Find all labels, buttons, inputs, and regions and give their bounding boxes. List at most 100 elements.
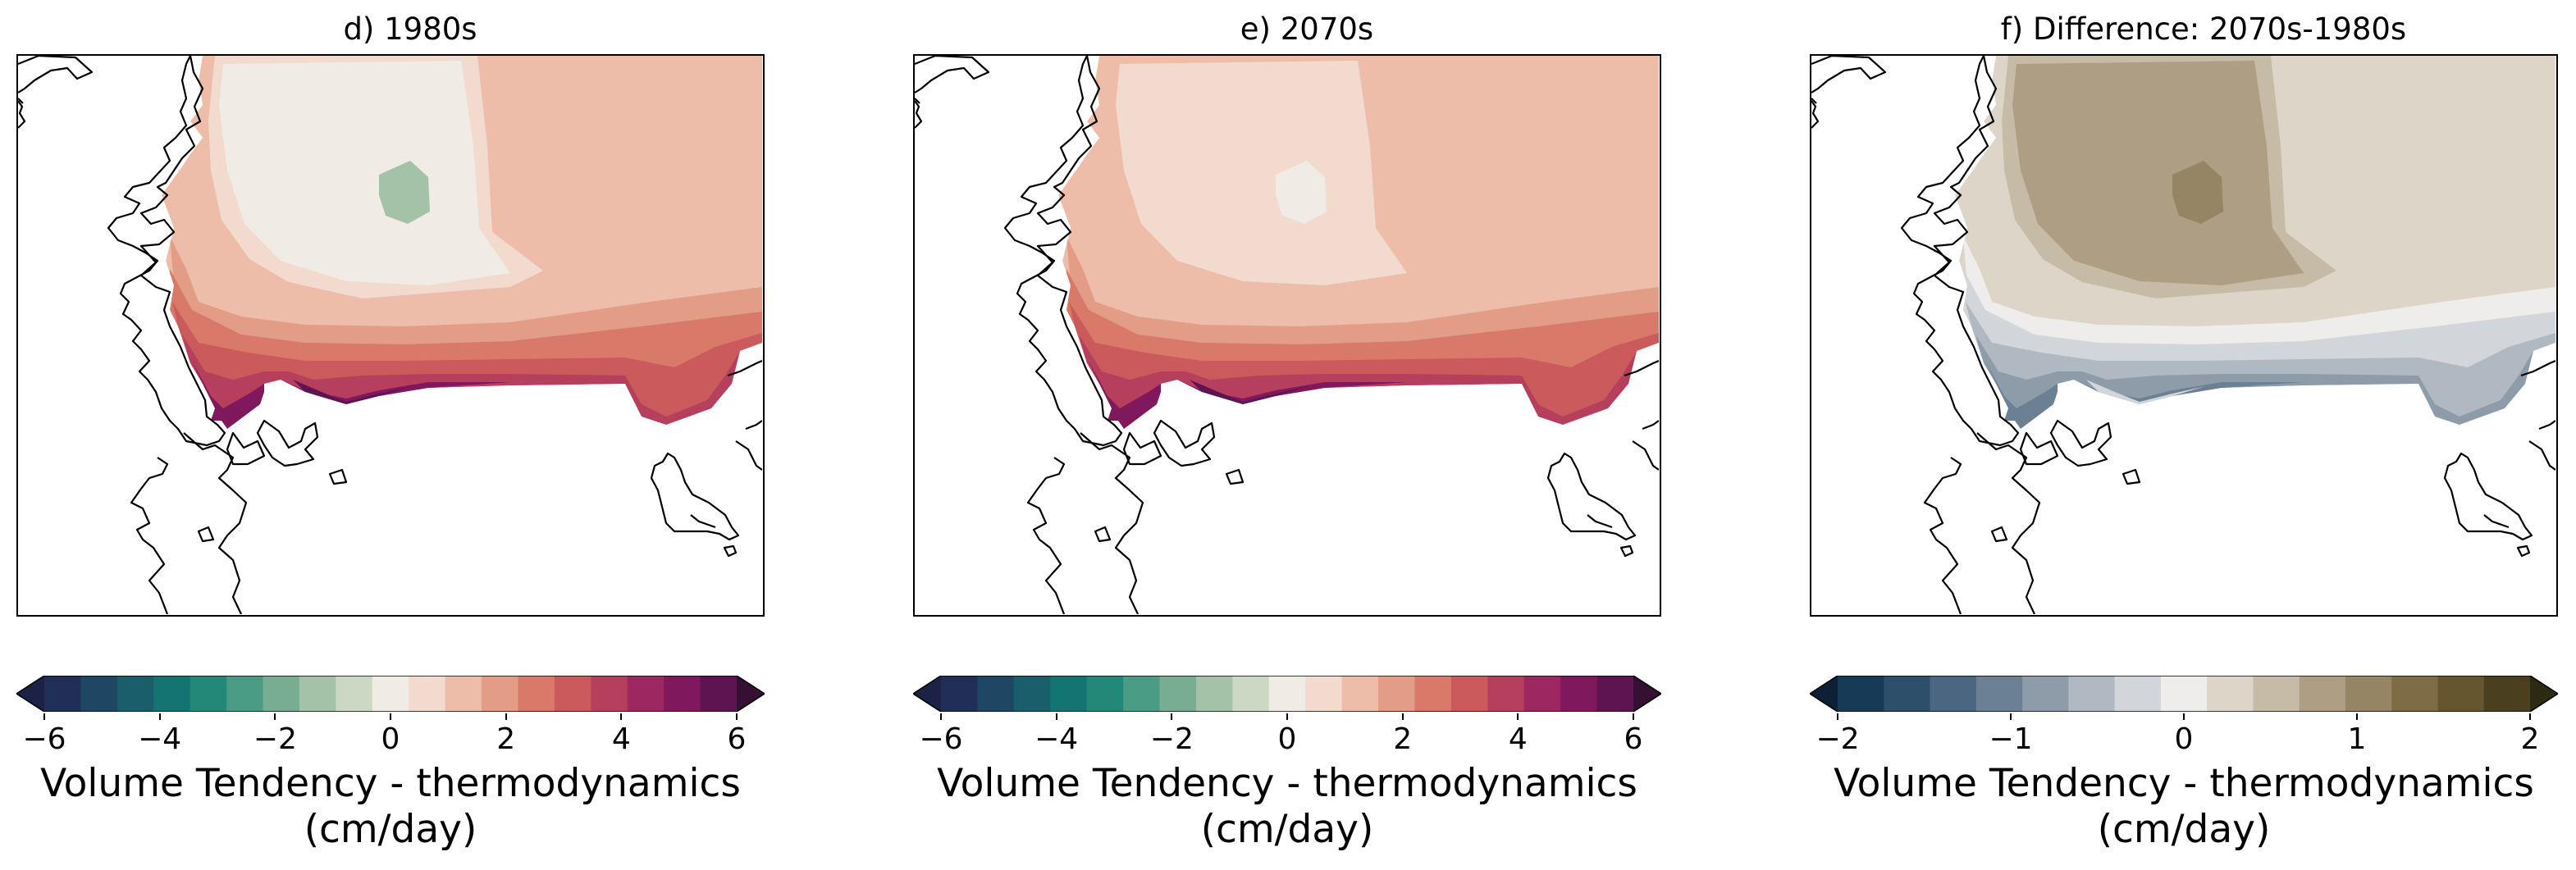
colorbar-tick-label: 4 (611, 722, 631, 756)
contour-field (162, 56, 762, 429)
colorbar-swatch (1884, 676, 1931, 712)
colorbar-tick (1401, 713, 1404, 720)
coastline-segment (1990, 526, 2008, 543)
contour-coast-band (1069, 302, 1659, 429)
colorbar-swatch (554, 676, 591, 712)
coastline-segment (1003, 56, 1123, 447)
colorbar-swatch (1523, 676, 1561, 712)
coastline-segment (2443, 452, 2533, 541)
map-frame (1810, 54, 2558, 617)
colorbar-swatch (482, 676, 519, 712)
colorbar-swatch (2299, 676, 2346, 712)
colorbar-swatch (1123, 676, 1161, 712)
colorbar-units: (cm/day) (2097, 807, 2271, 852)
contour-coast-band (1190, 380, 1309, 404)
contour-coast-band (1089, 361, 1407, 429)
coastline-segment (18, 56, 94, 93)
coastline-segment (1642, 420, 1659, 430)
coastline (1811, 56, 2555, 614)
colorbar-extend-low (1810, 676, 1838, 712)
colorbar-swatch (1596, 676, 1634, 712)
coastline-segment (130, 457, 169, 614)
colorbar-swatch (700, 676, 738, 712)
colorbar-tick (43, 713, 45, 720)
colorbar-tick (1517, 713, 1519, 720)
colorbar-swatch (1838, 676, 1884, 712)
colorbar-tick (2356, 713, 2358, 720)
colorbar-extend-high (1633, 676, 1661, 712)
contour-coast-band (1966, 302, 2555, 429)
coastline-segment (2516, 544, 2531, 558)
colorbar-tick (940, 713, 942, 720)
coastline-segment (2019, 431, 2059, 466)
colorbar-swatch (2345, 676, 2392, 712)
contour-coast-band (182, 335, 740, 429)
colorbar-swatch (445, 676, 482, 712)
coastline-segment (1632, 440, 1659, 471)
colorbar-swatch (1232, 676, 1270, 712)
coastline-segment (1080, 432, 1144, 614)
coastline (915, 56, 1659, 614)
colorbar-swatch (1341, 676, 1379, 712)
coastline-segment (18, 98, 24, 104)
coastline-segment (2483, 514, 2510, 529)
colorbar-tick (2010, 713, 2012, 720)
colorbar-swatch (1195, 676, 1233, 712)
contour-band-inner (1116, 61, 1407, 285)
contour-field (1955, 56, 2555, 429)
coastline-segment (1153, 419, 1216, 467)
coastline-segment (1094, 526, 1112, 543)
coastline-segment (1546, 452, 1637, 541)
colorbar-tick-label: −2 (253, 722, 297, 756)
coastline-segment (723, 544, 738, 558)
coastline-segment (650, 452, 740, 541)
colorbar-tick-label: 0 (1277, 722, 1297, 756)
coastline-segment (915, 98, 920, 104)
colorbar-tick (158, 713, 161, 720)
coastline-segment (1811, 100, 1820, 129)
colorbar-tick (736, 713, 738, 720)
colorbar-swatch (226, 676, 264, 712)
colorbar-tick (1633, 713, 1634, 720)
coastline-segment (1122, 431, 1162, 466)
coastline-segment (1587, 514, 1613, 529)
colorbar-swatch (1975, 676, 2023, 712)
colorbar-extend-low (16, 676, 44, 712)
contour-band-spot (1276, 161, 1327, 224)
panel-title: f) Difference: 2070s-1980s (2000, 11, 2407, 47)
colorbar-swatch (941, 676, 979, 712)
colorbar-swatch (1450, 676, 1488, 712)
colorbar-tick-label: −4 (138, 722, 182, 756)
colorbar-tick-label: 2 (496, 722, 516, 756)
colorbar-swatch (116, 676, 154, 712)
colorbar-swatch (2391, 676, 2439, 712)
colorbar-tick (1837, 713, 1838, 720)
colorbar-swatch (2160, 676, 2208, 712)
colorbar-swatch (263, 676, 300, 712)
colorbar-extend-low (913, 676, 941, 712)
colorbar-swatch (1050, 676, 1088, 712)
colorbar (1810, 676, 2558, 712)
colorbar-tick (274, 713, 276, 720)
colorbar-swatch (2114, 676, 2162, 712)
colorbar (913, 676, 1661, 712)
colorbar-tick (2529, 713, 2531, 720)
contour-band-spot (379, 161, 430, 224)
contour-band-spot (2172, 161, 2223, 224)
coastline-segment (18, 100, 26, 129)
colorbar-swatch (2253, 676, 2300, 712)
colorbar (16, 676, 765, 712)
colorbar-swatch (2022, 676, 2069, 712)
colorbar-tick (505, 713, 507, 720)
colorbar-swatch (1159, 676, 1197, 712)
colorbar-swatch (372, 676, 409, 712)
contour-coast-band (1985, 361, 2304, 429)
coastline-segment (226, 431, 266, 466)
panel-2070s: e) 2070s −6 −4 −2 0 2 4 6 Volume Tendency - th… (897, 0, 1717, 870)
colorbar-tick-label: −2 (1816, 722, 1860, 756)
colorbar-tick (1171, 713, 1173, 720)
contour-band-inner (2012, 61, 2304, 285)
contour-band-inner (219, 61, 510, 285)
panel-title: e) 2070s (1240, 11, 1374, 47)
colorbar-label: Volume Tendency - thermodynamics (40, 761, 741, 806)
